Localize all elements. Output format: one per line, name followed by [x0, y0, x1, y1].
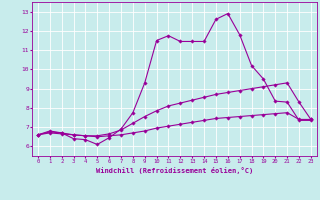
X-axis label: Windchill (Refroidissement éolien,°C): Windchill (Refroidissement éolien,°C) — [96, 167, 253, 174]
